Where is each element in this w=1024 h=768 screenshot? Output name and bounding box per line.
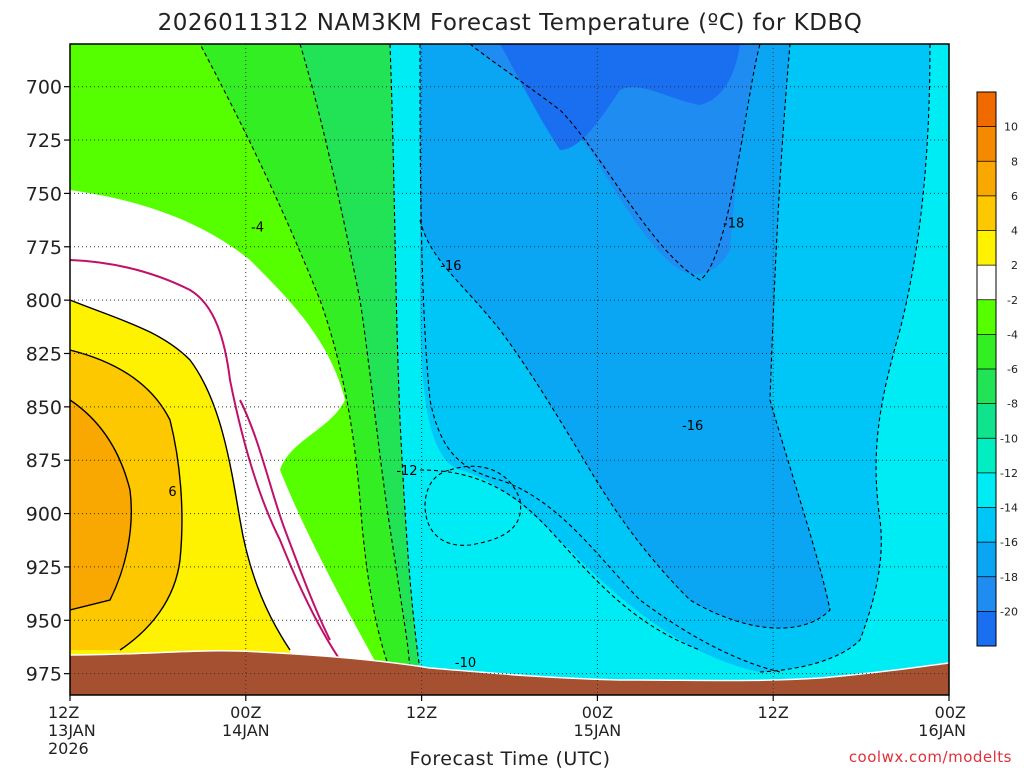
terrain bbox=[70, 650, 949, 695]
contour-warm-2 bbox=[70, 349, 183, 651]
y-tick-label: 775 bbox=[26, 237, 62, 259]
x-tick-label: 00Z bbox=[230, 703, 261, 722]
x-tick-label: 13JAN bbox=[48, 721, 96, 740]
contour-zero-2 bbox=[239, 399, 331, 641]
y-tick-label: 975 bbox=[26, 664, 62, 686]
contour-label: 6 bbox=[168, 485, 176, 500]
colorbar-label: -10 bbox=[1000, 432, 1018, 445]
x-tick-label: 12Z bbox=[406, 703, 437, 722]
plot-area: -4 -16 -18 -16 -12 6 -10 bbox=[70, 44, 949, 695]
contour-label: -16 bbox=[440, 259, 461, 274]
y-axis: 700 725 750 775 800 825 850 875 900 925 950 975 bbox=[26, 77, 70, 686]
colorbar: 10 8 6 4 2 -2 -4 -6 -8 -10 -12 -14 -16 -18 -20 bbox=[976, 91, 1018, 647]
contour-label: -12 bbox=[396, 464, 417, 479]
colorbar-segment bbox=[977, 576, 996, 612]
y-tick-label: 800 bbox=[26, 290, 62, 312]
colorbar-segment bbox=[977, 92, 996, 128]
y-tick-label: 850 bbox=[26, 397, 62, 419]
y-tick-label: 950 bbox=[26, 610, 62, 632]
colorbar-segment bbox=[977, 126, 996, 162]
y-tick-label: 725 bbox=[26, 130, 62, 152]
plot-frame bbox=[69, 43, 950, 696]
chart-title: 2026011312 NAM3KM Forecast Temperature (… bbox=[158, 10, 863, 36]
grid bbox=[70, 44, 949, 695]
band-blue-core bbox=[500, 44, 740, 150]
colorbar-segment bbox=[977, 299, 996, 335]
colorbar-label: 6 bbox=[1011, 190, 1018, 203]
colorbar-segment bbox=[977, 507, 996, 543]
colorbar-label: 8 bbox=[1011, 155, 1018, 168]
contour-zero-1 bbox=[70, 259, 341, 661]
colorbar-segment bbox=[977, 230, 996, 266]
x-tick-label: 14JAN bbox=[222, 721, 270, 740]
dashed-contours bbox=[70, 44, 931, 673]
colorbar-label: -4 bbox=[1007, 328, 1018, 341]
y-tick-label: 875 bbox=[26, 450, 62, 472]
colorbar-label: 2 bbox=[1011, 259, 1018, 272]
colorbar-segment bbox=[977, 472, 996, 508]
contour-warm-1 bbox=[70, 299, 291, 651]
colorbar-segment bbox=[977, 403, 996, 439]
contour-label: -10 bbox=[455, 656, 476, 671]
colorbar-segment bbox=[977, 611, 996, 647]
x-tick-label: 2026 bbox=[48, 739, 89, 758]
colorbar-segment bbox=[977, 161, 996, 197]
colorbar-segment bbox=[977, 195, 996, 231]
y-tick-label: 700 bbox=[26, 77, 62, 99]
colorbar-label: -18 bbox=[1000, 571, 1018, 584]
x-tick-label: 12Z bbox=[48, 703, 79, 722]
x-tick-label: 12Z bbox=[758, 703, 789, 722]
contour-warm-3 bbox=[70, 399, 132, 611]
colorbar-label: -16 bbox=[1000, 536, 1018, 549]
colorbar-label: 10 bbox=[1004, 121, 1018, 134]
colorbar-label: -6 bbox=[1007, 363, 1018, 376]
x-tick-label: 00Z bbox=[935, 703, 966, 722]
y-tick-label: 825 bbox=[26, 343, 62, 365]
y-tick-label: 900 bbox=[26, 504, 62, 526]
y-tick-label: 750 bbox=[26, 183, 62, 205]
colorbar-segment bbox=[977, 369, 996, 405]
colorbar-segment bbox=[977, 265, 996, 301]
y-tick-label: 925 bbox=[26, 557, 62, 579]
x-tick-label: 00Z bbox=[582, 703, 613, 722]
colorbar-label: 4 bbox=[1011, 225, 1018, 238]
colorbar-segment bbox=[977, 542, 996, 578]
colorbar-label: -8 bbox=[1007, 398, 1018, 411]
x-tick-label: 15JAN bbox=[574, 721, 622, 740]
colorbar-label: -12 bbox=[1000, 467, 1018, 480]
colorbar-label: -2 bbox=[1007, 294, 1018, 307]
contour-label: -4 bbox=[251, 221, 264, 236]
contour-label: -16 bbox=[682, 419, 703, 434]
colorbar-segment bbox=[977, 438, 996, 474]
contour-label: -18 bbox=[723, 216, 744, 231]
colorbar-label: -20 bbox=[1000, 605, 1018, 618]
credit-text: coolwx.com/modelts bbox=[849, 748, 1012, 766]
terrain-surface bbox=[70, 650, 949, 682]
contour-labels: -4 -16 -18 -16 -12 6 -10 bbox=[168, 216, 744, 671]
x-tick-label: 16JAN bbox=[918, 721, 966, 740]
colorbar-segment bbox=[977, 334, 996, 370]
x-axis-label: Forecast Time (UTC) bbox=[410, 748, 611, 768]
colorbar-label: -14 bbox=[1000, 502, 1018, 515]
